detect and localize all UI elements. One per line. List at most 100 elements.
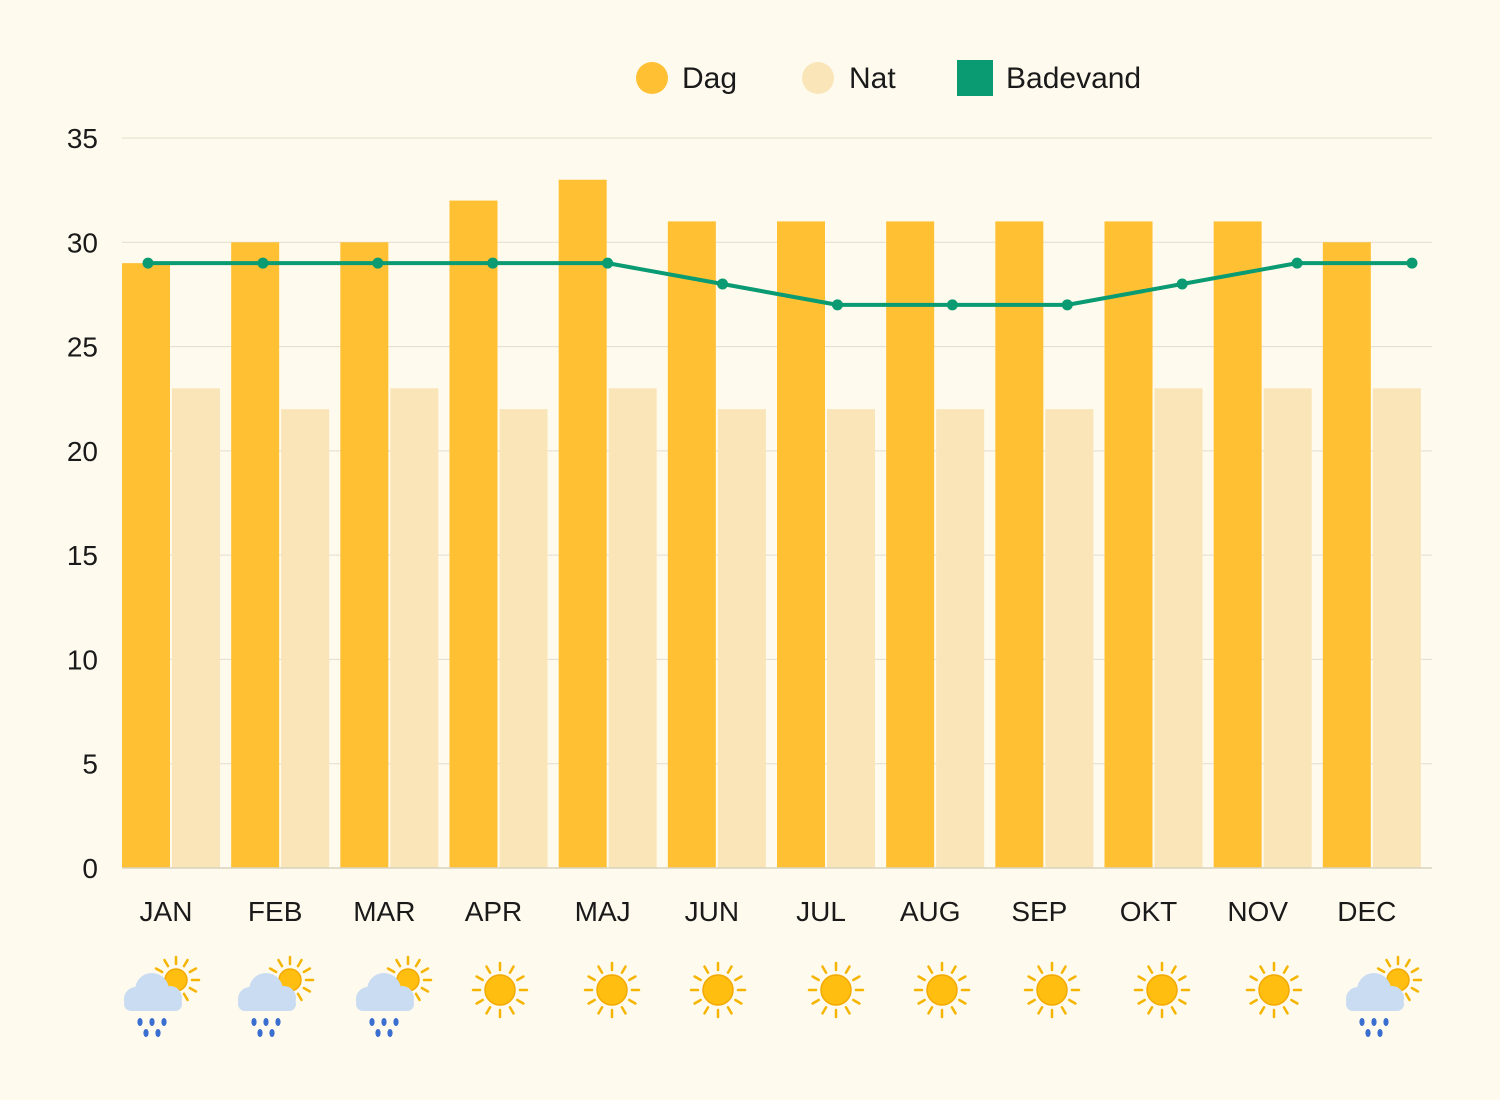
sun-ray bbox=[1178, 998, 1187, 1005]
sun-ray bbox=[628, 998, 637, 1005]
sun-ray bbox=[703, 1006, 710, 1015]
sun-ray bbox=[1037, 965, 1044, 974]
sun-ray bbox=[927, 1006, 934, 1015]
badevand-point bbox=[831, 299, 843, 311]
legend: Dag Nat Badevand bbox=[636, 60, 1141, 96]
sun-ray bbox=[188, 986, 198, 993]
sun-icon bbox=[265, 955, 315, 1005]
nat-bar bbox=[936, 409, 985, 868]
sun-ray bbox=[844, 965, 851, 974]
sun-ray bbox=[852, 975, 861, 982]
sun-ray bbox=[597, 965, 604, 974]
sun-ray bbox=[1147, 965, 1154, 974]
dag-bar bbox=[1213, 221, 1262, 868]
sun-ray bbox=[927, 965, 934, 974]
y-tick-label: 20 bbox=[67, 436, 98, 467]
month-label: MAR bbox=[353, 896, 415, 927]
sun-ray bbox=[734, 975, 743, 982]
sun-ray bbox=[1037, 1006, 1044, 1015]
sun-ray bbox=[414, 958, 421, 968]
badevand-point bbox=[1176, 278, 1188, 290]
dag-bar bbox=[558, 179, 607, 868]
nat-bar bbox=[608, 388, 657, 868]
rain-drop bbox=[251, 1018, 257, 1026]
sun-ray bbox=[950, 1006, 957, 1015]
nat-bar bbox=[1372, 388, 1421, 868]
sun-icon bbox=[1023, 961, 1081, 1019]
month-label: APR bbox=[465, 896, 523, 927]
sun-icon bbox=[1133, 961, 1191, 1019]
legend-badevand-swatch bbox=[957, 60, 993, 96]
sun-ray bbox=[1282, 965, 1289, 974]
sun-ray bbox=[1060, 1006, 1067, 1015]
rain-drop bbox=[1365, 1029, 1371, 1037]
badevand-point bbox=[602, 257, 614, 269]
month-label: FEB bbox=[248, 896, 302, 927]
badevand-point bbox=[717, 278, 729, 290]
sun-ray bbox=[302, 967, 312, 974]
sun-ray bbox=[182, 992, 189, 1002]
sun-ray bbox=[1249, 998, 1258, 1005]
sun-ray bbox=[587, 975, 596, 982]
badevand-point bbox=[372, 257, 384, 269]
month-label: DEC bbox=[1337, 896, 1396, 927]
cloud-base bbox=[124, 997, 182, 1011]
sun-ray bbox=[1410, 986, 1420, 993]
nat-bar bbox=[281, 409, 330, 868]
sun-ray bbox=[1259, 1006, 1266, 1015]
sun-ray bbox=[516, 998, 525, 1005]
sun-ray bbox=[628, 975, 637, 982]
sun-ray bbox=[1290, 975, 1299, 982]
sun-ray bbox=[958, 998, 967, 1005]
y-tick-label: 25 bbox=[67, 332, 98, 363]
sun-ray bbox=[1376, 967, 1386, 974]
sun-ray bbox=[1410, 967, 1420, 974]
sun-ray bbox=[508, 1006, 515, 1015]
sun-ray bbox=[1282, 1006, 1289, 1015]
sun-ray bbox=[475, 975, 484, 982]
badevand-point bbox=[1061, 299, 1073, 311]
sun-ray bbox=[475, 998, 484, 1005]
sun-ray bbox=[703, 965, 710, 974]
rain-drop bbox=[381, 1018, 387, 1026]
sun-disc bbox=[484, 974, 516, 1006]
dag-bar bbox=[886, 221, 935, 868]
legend-dag-label: Dag bbox=[682, 62, 737, 95]
rain-drop bbox=[275, 1018, 281, 1026]
nat-bar bbox=[172, 388, 220, 868]
sun-ray bbox=[420, 986, 430, 993]
dag-bar bbox=[995, 221, 1044, 868]
sun-icon bbox=[1373, 955, 1423, 1005]
sun-ray bbox=[950, 965, 957, 974]
rain-drop bbox=[387, 1029, 393, 1037]
dag-bar bbox=[667, 221, 716, 868]
sun-icon bbox=[583, 961, 641, 1019]
sun-ray bbox=[182, 958, 189, 968]
sun-ray bbox=[154, 967, 164, 974]
sun-ray bbox=[620, 1006, 627, 1015]
rain-sun-icon bbox=[1346, 955, 1423, 1037]
sun-ray bbox=[1147, 1006, 1154, 1015]
sun-ray bbox=[693, 998, 702, 1005]
rain-drop bbox=[1371, 1018, 1377, 1026]
sun-ray bbox=[587, 998, 596, 1005]
badevand-point bbox=[946, 299, 958, 311]
sun-ray bbox=[811, 975, 820, 982]
legend-nat-swatch bbox=[802, 62, 834, 94]
rain-drop bbox=[393, 1018, 399, 1026]
cloud-base bbox=[1346, 997, 1404, 1011]
sun-ray bbox=[734, 998, 743, 1005]
weather-icons bbox=[124, 955, 1423, 1037]
sun-ray bbox=[726, 1006, 733, 1015]
rain-drop bbox=[161, 1018, 167, 1026]
sun-ray bbox=[917, 998, 926, 1005]
sun-icon bbox=[1245, 961, 1303, 1019]
sun-ray bbox=[958, 975, 967, 982]
sun-ray bbox=[386, 967, 396, 974]
rain-sun-icon bbox=[124, 955, 201, 1037]
sun-ray bbox=[414, 992, 421, 1002]
sun-ray bbox=[1178, 975, 1187, 982]
legend-nat-label: Nat bbox=[849, 62, 896, 95]
sun-ray bbox=[485, 965, 492, 974]
